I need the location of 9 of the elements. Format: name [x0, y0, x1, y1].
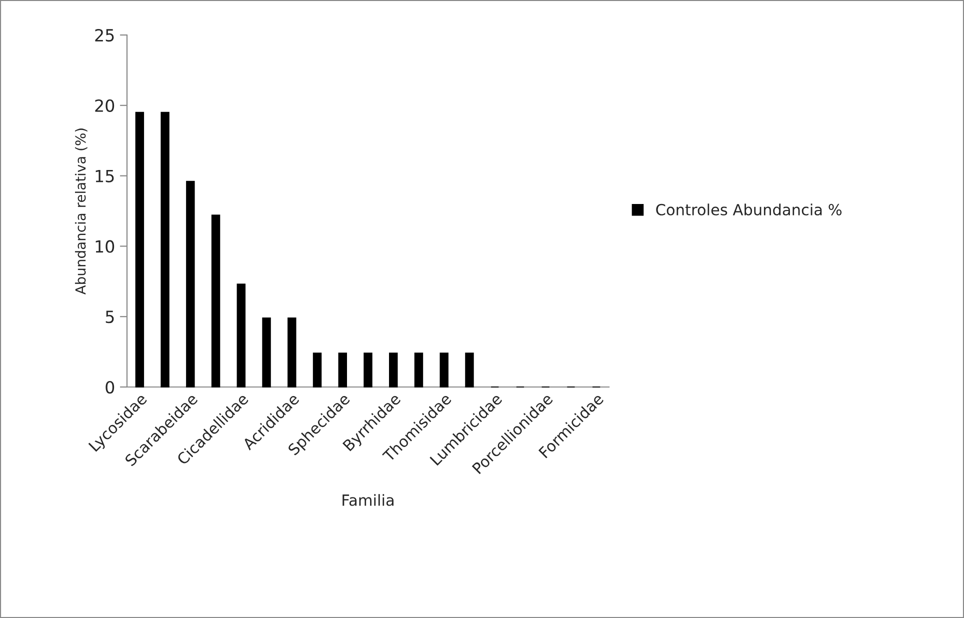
y-tick-label: 15 [96, 170, 114, 182]
y-tick-label: 20 [95, 99, 114, 112]
x-axis-title: Familia [342, 494, 394, 506]
y-tick-label: 0 [106, 380, 114, 394]
y-tick-label: 5 [106, 310, 114, 324]
y-axis-title: Abundancia relativa (%) [74, 128, 88, 295]
y-tick-label: 10 [96, 240, 114, 253]
y-tick-label: 25 [95, 28, 114, 42]
legend-label: Controles Abundancia % [656, 204, 842, 216]
